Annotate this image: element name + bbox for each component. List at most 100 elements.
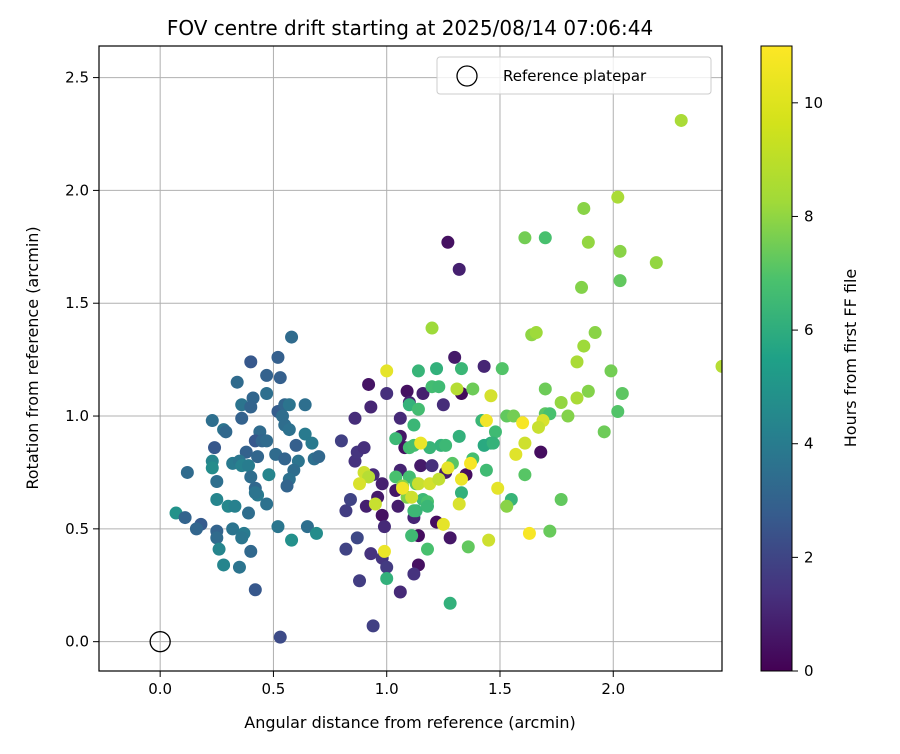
- data-point: [432, 380, 446, 394]
- data-point: [210, 531, 224, 545]
- data-point: [436, 398, 450, 412]
- data-point: [343, 493, 357, 507]
- colorbar-ticks: 0 2 4 6 8 10: [792, 94, 823, 680]
- data-point: [518, 468, 532, 482]
- data-point: [561, 409, 575, 423]
- data-point: [534, 445, 548, 459]
- data-point: [518, 231, 532, 245]
- y-tick-label: 1.5: [65, 294, 89, 312]
- data-point: [477, 359, 491, 373]
- data-point: [226, 522, 240, 536]
- data-point: [577, 201, 591, 215]
- data-points: [169, 113, 722, 644]
- data-point: [411, 364, 425, 378]
- data-point: [244, 355, 258, 369]
- data-point: [273, 371, 287, 385]
- data-point: [674, 113, 688, 127]
- data-point: [518, 436, 532, 450]
- data-point: [282, 423, 296, 437]
- data-point: [500, 499, 514, 513]
- y-axis-label: Rotation from reference (arcmin): [23, 226, 42, 489]
- data-point: [285, 330, 299, 344]
- colorbar-label: Hours from first FF file: [841, 269, 860, 448]
- data-point: [570, 355, 584, 369]
- data-point: [300, 520, 314, 534]
- data-point: [380, 364, 394, 378]
- data-point: [452, 497, 466, 511]
- colorbar-tick-label: 4: [804, 435, 814, 453]
- data-point: [285, 533, 299, 547]
- data-point: [260, 497, 274, 511]
- data-point: [235, 411, 249, 425]
- data-point: [420, 499, 434, 513]
- data-point: [414, 436, 428, 450]
- plot-frame: [98, 45, 723, 672]
- data-point: [244, 400, 258, 414]
- data-point: [538, 382, 552, 396]
- data-point: [396, 481, 410, 495]
- data-point: [411, 477, 425, 491]
- data-point: [271, 520, 285, 534]
- data-point: [278, 452, 292, 466]
- data-point: [466, 382, 480, 396]
- x-axis-label: Angular distance from reference (arcmin): [244, 713, 575, 732]
- data-point: [380, 386, 394, 400]
- data-point: [389, 470, 403, 484]
- data-point: [282, 398, 296, 412]
- data-point: [262, 468, 276, 482]
- data-point: [375, 477, 389, 491]
- data-point: [389, 432, 403, 446]
- data-point: [484, 389, 498, 403]
- x-axis-ticks: 0.0 0.5 1.0 1.5 2.0: [148, 671, 625, 698]
- data-point: [588, 326, 602, 340]
- data-point: [436, 517, 450, 531]
- data-point: [430, 362, 444, 376]
- data-point: [235, 531, 249, 545]
- x-tick-label: 0.5: [262, 680, 286, 698]
- data-point: [575, 280, 589, 294]
- data-point: [393, 411, 407, 425]
- x-tick-label: 1.0: [375, 680, 399, 698]
- y-tick-label: 1.0: [65, 407, 89, 425]
- data-point: [251, 450, 265, 464]
- data-point: [443, 596, 457, 610]
- data-point: [531, 420, 545, 434]
- colorbar-tick-label: 0: [804, 662, 814, 680]
- data-point: [248, 583, 262, 597]
- data-point: [219, 425, 233, 439]
- data-point: [452, 262, 466, 276]
- data-point: [242, 459, 256, 473]
- colorbar-gradient: [760, 45, 793, 672]
- data-point: [377, 544, 391, 558]
- y-tick-label: 2.0: [65, 181, 89, 199]
- data-point: [230, 375, 244, 389]
- reference-marker-group: [149, 631, 171, 653]
- data-point: [432, 472, 446, 486]
- data-point: [339, 504, 353, 518]
- data-point: [400, 384, 414, 398]
- data-point: [362, 470, 376, 484]
- data-point: [441, 235, 455, 249]
- data-point: [454, 486, 468, 500]
- data-point: [375, 508, 389, 522]
- y-tick-label: 2.5: [65, 69, 89, 87]
- data-point: [228, 499, 242, 513]
- data-point: [298, 427, 312, 441]
- data-point: [309, 526, 323, 540]
- data-point: [411, 402, 425, 416]
- data-point: [205, 461, 219, 475]
- data-point: [491, 481, 505, 495]
- data-point: [377, 520, 391, 534]
- data-point: [611, 190, 625, 204]
- data-point: [488, 425, 502, 439]
- data-point: [611, 405, 625, 419]
- data-point: [298, 398, 312, 412]
- data-point: [581, 384, 595, 398]
- data-point: [380, 571, 394, 585]
- legend-open-circle-marker: [456, 65, 478, 87]
- data-point: [210, 474, 224, 488]
- data-point: [577, 339, 591, 353]
- data-point: [339, 542, 353, 556]
